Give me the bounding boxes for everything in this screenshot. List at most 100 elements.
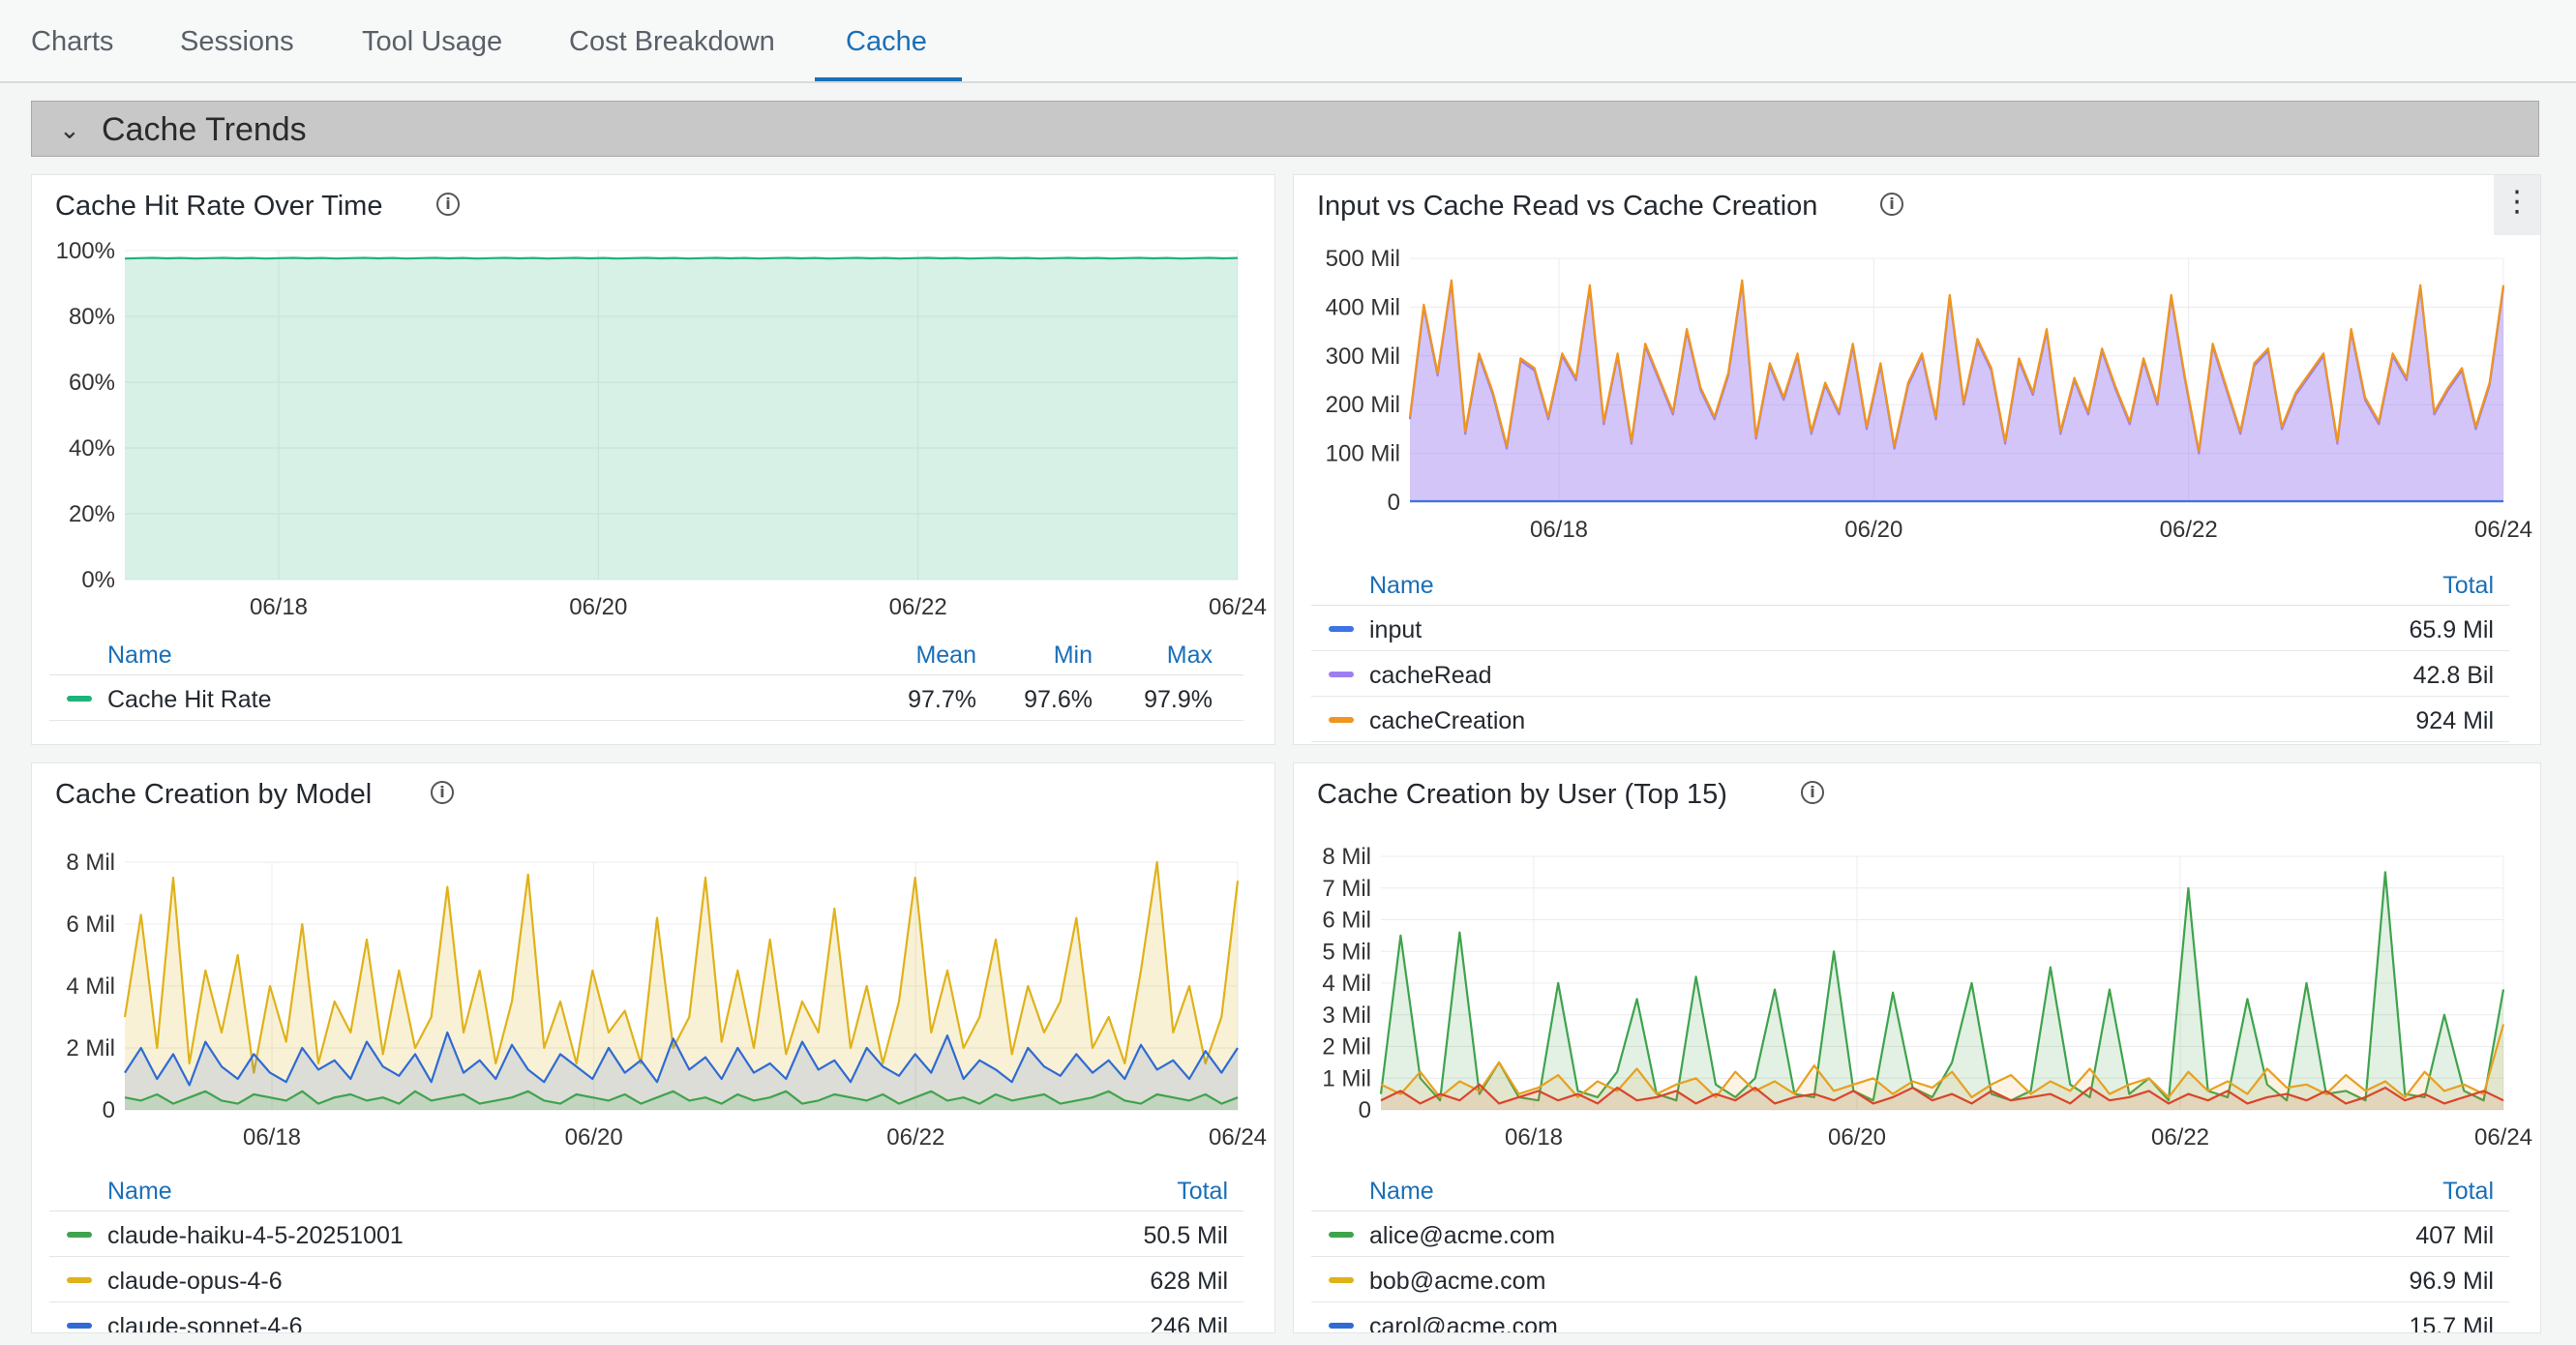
by-model-legend: Name Total claude-haiku-4-5-20251001 50.…	[49, 1166, 1243, 1332]
tab-cost-breakdown[interactable]: Cost Breakdown	[569, 26, 775, 57]
y-tick-label: 0	[1359, 1097, 1371, 1123]
tab-charts[interactable]: Charts	[31, 26, 114, 57]
legend-header-name[interactable]: Name	[1369, 572, 1434, 599]
legend-row[interactable]: alice@acme.com 407 Mil	[1311, 1211, 2509, 1257]
panel-input-cache-read: Input vs Cache Read vs Cache Creation i …	[1293, 174, 2541, 745]
legend-header-max[interactable]: Max	[1166, 642, 1213, 669]
y-tick-label: 400 Mil	[1326, 294, 1400, 320]
claude-haiku-line	[124, 1090, 1239, 1105]
legend-swatch	[1329, 1323, 1354, 1329]
x-tick-label: 06/20	[1844, 517, 1902, 543]
more-menu-icon[interactable]: ⋮	[2494, 175, 2540, 235]
bob-area	[1381, 1024, 2503, 1110]
legend-row[interactable]: input 65.9 Mil	[1311, 606, 2509, 651]
legend-header-total[interactable]: Total	[2442, 1178, 2494, 1205]
y-tick-label: 1 Mil	[1322, 1065, 1371, 1091]
y-tick-label: 8 Mil	[66, 850, 115, 876]
x-tick-label: 06/22	[2151, 1124, 2209, 1151]
x-tick-label: 06/20	[569, 594, 627, 620]
cache-hit-rate-area	[125, 257, 1238, 580]
input-cache-chart: 0 100 Mil 200 Mil 300 Mil 400 Mil 500 Mil 06/1…	[1326, 246, 2532, 543]
legend-row[interactable]: claude-sonnet-4-6 246 Mil	[49, 1302, 1243, 1332]
legend-swatch	[1329, 717, 1354, 723]
hit-rate-legend: Name Mean Min Max Cache Hit Rate 97.7% 9…	[49, 630, 1243, 721]
legend-header-total[interactable]: Total	[1177, 1178, 1228, 1205]
legend-name: carol@acme.com	[1369, 1313, 1558, 1333]
legend-row[interactable]: carol@acme.com 15.7 Mil	[1311, 1302, 2509, 1333]
y-tick-label: 500 Mil	[1326, 246, 1400, 272]
x-tick-label: 06/18	[1530, 517, 1588, 543]
y-tick-label: 80%	[69, 304, 115, 330]
by-user-chart: 0 1 Mil 2 Mil 3 Mil 4 Mil 5 Mil 6 Mil 7 Mil 8 Mi…	[1322, 844, 2532, 1151]
chevron-down-icon: ⌄	[59, 115, 80, 144]
legend-row[interactable]: Cache Hit Rate 97.7% 97.6% 97.9%	[49, 675, 1243, 721]
carol-line	[1380, 1083, 2504, 1105]
x-tick-label: 06/18	[250, 594, 308, 620]
claude-haiku-area	[125, 1091, 1238, 1110]
tab-tool-usage[interactable]: Tool Usage	[362, 26, 503, 57]
y-tick-label: 60%	[69, 370, 115, 396]
x-tick-label: 06/18	[1505, 1124, 1563, 1151]
info-icon[interactable]: i	[431, 781, 454, 804]
legend-header-total[interactable]: Total	[2442, 572, 2494, 599]
info-icon[interactable]: i	[436, 193, 460, 216]
y-tick-label: 20%	[69, 501, 115, 527]
tab-cache[interactable]: Cache	[846, 26, 927, 57]
legend-swatch	[1329, 1277, 1354, 1283]
info-icon[interactable]: i	[1801, 781, 1824, 804]
cache-hit-rate-line	[124, 256, 1239, 260]
y-tick-label: 6 Mil	[1322, 908, 1371, 934]
panel-title: Cache Hit Rate Over Time	[55, 191, 383, 222]
legend-total: 407 Mil	[2415, 1222, 2494, 1249]
y-tick-label: 6 Mil	[66, 912, 115, 938]
legend-header-name[interactable]: Name	[107, 1178, 172, 1205]
by-user-legend: Name Total alice@acme.com 407 Mil bob@ac…	[1311, 1166, 2509, 1333]
y-tick-label: 200 Mil	[1326, 392, 1400, 418]
y-tick-label: 0%	[81, 567, 115, 593]
legend-swatch	[1329, 672, 1354, 677]
x-tick-label: 06/24	[1209, 594, 1267, 620]
bob-line	[1380, 1024, 2505, 1098]
x-tick-label: 06/22	[886, 1124, 944, 1151]
claude-sonnet-4-6-line	[124, 1031, 1239, 1087]
legend-header-min[interactable]: Min	[1053, 642, 1093, 669]
legend-row[interactable]: bob@acme.com 96.9 Mil	[1311, 1257, 2509, 1302]
tab-sessions[interactable]: Sessions	[180, 26, 294, 57]
legend-name: claude-haiku-4-5-20251001	[107, 1222, 404, 1249]
legend-row[interactable]: cacheRead 42.8 Bil	[1311, 651, 2509, 697]
hit-rate-chart: 0% 20% 40% 60% 80% 100% 06/18 06/20 06/22 06/24	[56, 238, 1267, 620]
legend-mean: 97.7%	[908, 686, 976, 713]
active-tab-indicator	[815, 77, 962, 81]
input-cache-legend: Name Total input 65.9 Mil cacheRead 42.8…	[1311, 560, 2509, 742]
panel-title: Input vs Cache Read vs Cache Creation	[1317, 191, 1818, 222]
x-tick-label: 06/20	[565, 1124, 623, 1151]
y-tick-label: 8 Mil	[1322, 844, 1371, 870]
legend-total: 50.5 Mil	[1143, 1222, 1228, 1249]
claude-opus-4-6-area	[125, 862, 1238, 1110]
legend-row[interactable]: claude-opus-4-6 628 Mil	[49, 1257, 1243, 1302]
panel-cache-hit-rate: Cache Hit Rate Over Time i 0% 20% 40% 60% 80…	[31, 174, 1275, 745]
x-tick-label: 06/24	[2474, 1124, 2532, 1151]
y-tick-label: 4 Mil	[1322, 971, 1371, 997]
info-icon[interactable]: i	[1880, 193, 1903, 216]
legend-name: claude-opus-4-6	[107, 1268, 283, 1295]
legend-row[interactable]: claude-haiku-4-5-20251001 50.5 Mil	[49, 1211, 1243, 1257]
x-tick-label: 06/20	[1828, 1124, 1886, 1151]
claude-opus-4-6-line	[123, 860, 1240, 1074]
legend-total: 924 Mil	[2415, 707, 2494, 734]
legend-header-name[interactable]: Name	[107, 642, 172, 669]
x-tick-label: 06/24	[2474, 517, 2532, 543]
y-tick-label: 5 Mil	[1322, 939, 1371, 965]
legend-max: 97.9%	[1144, 686, 1213, 713]
y-tick-label: 4 Mil	[66, 973, 115, 1000]
legend-row[interactable]: cacheCreation 924 Mil	[1311, 697, 2509, 742]
legend-name: cacheRead	[1369, 662, 1492, 689]
legend-swatch	[67, 696, 92, 702]
y-tick-label: 40%	[69, 435, 115, 462]
section-header-cache-trends[interactable]: ⌄ Cache Trends	[31, 101, 2539, 157]
legend-header-name[interactable]: Name	[1369, 1178, 1434, 1205]
legend-header-mean[interactable]: Mean	[915, 642, 976, 669]
legend-name: Cache Hit Rate	[107, 686, 272, 713]
legend-swatch	[67, 1232, 92, 1238]
panel-title: Cache Creation by Model	[55, 779, 373, 810]
